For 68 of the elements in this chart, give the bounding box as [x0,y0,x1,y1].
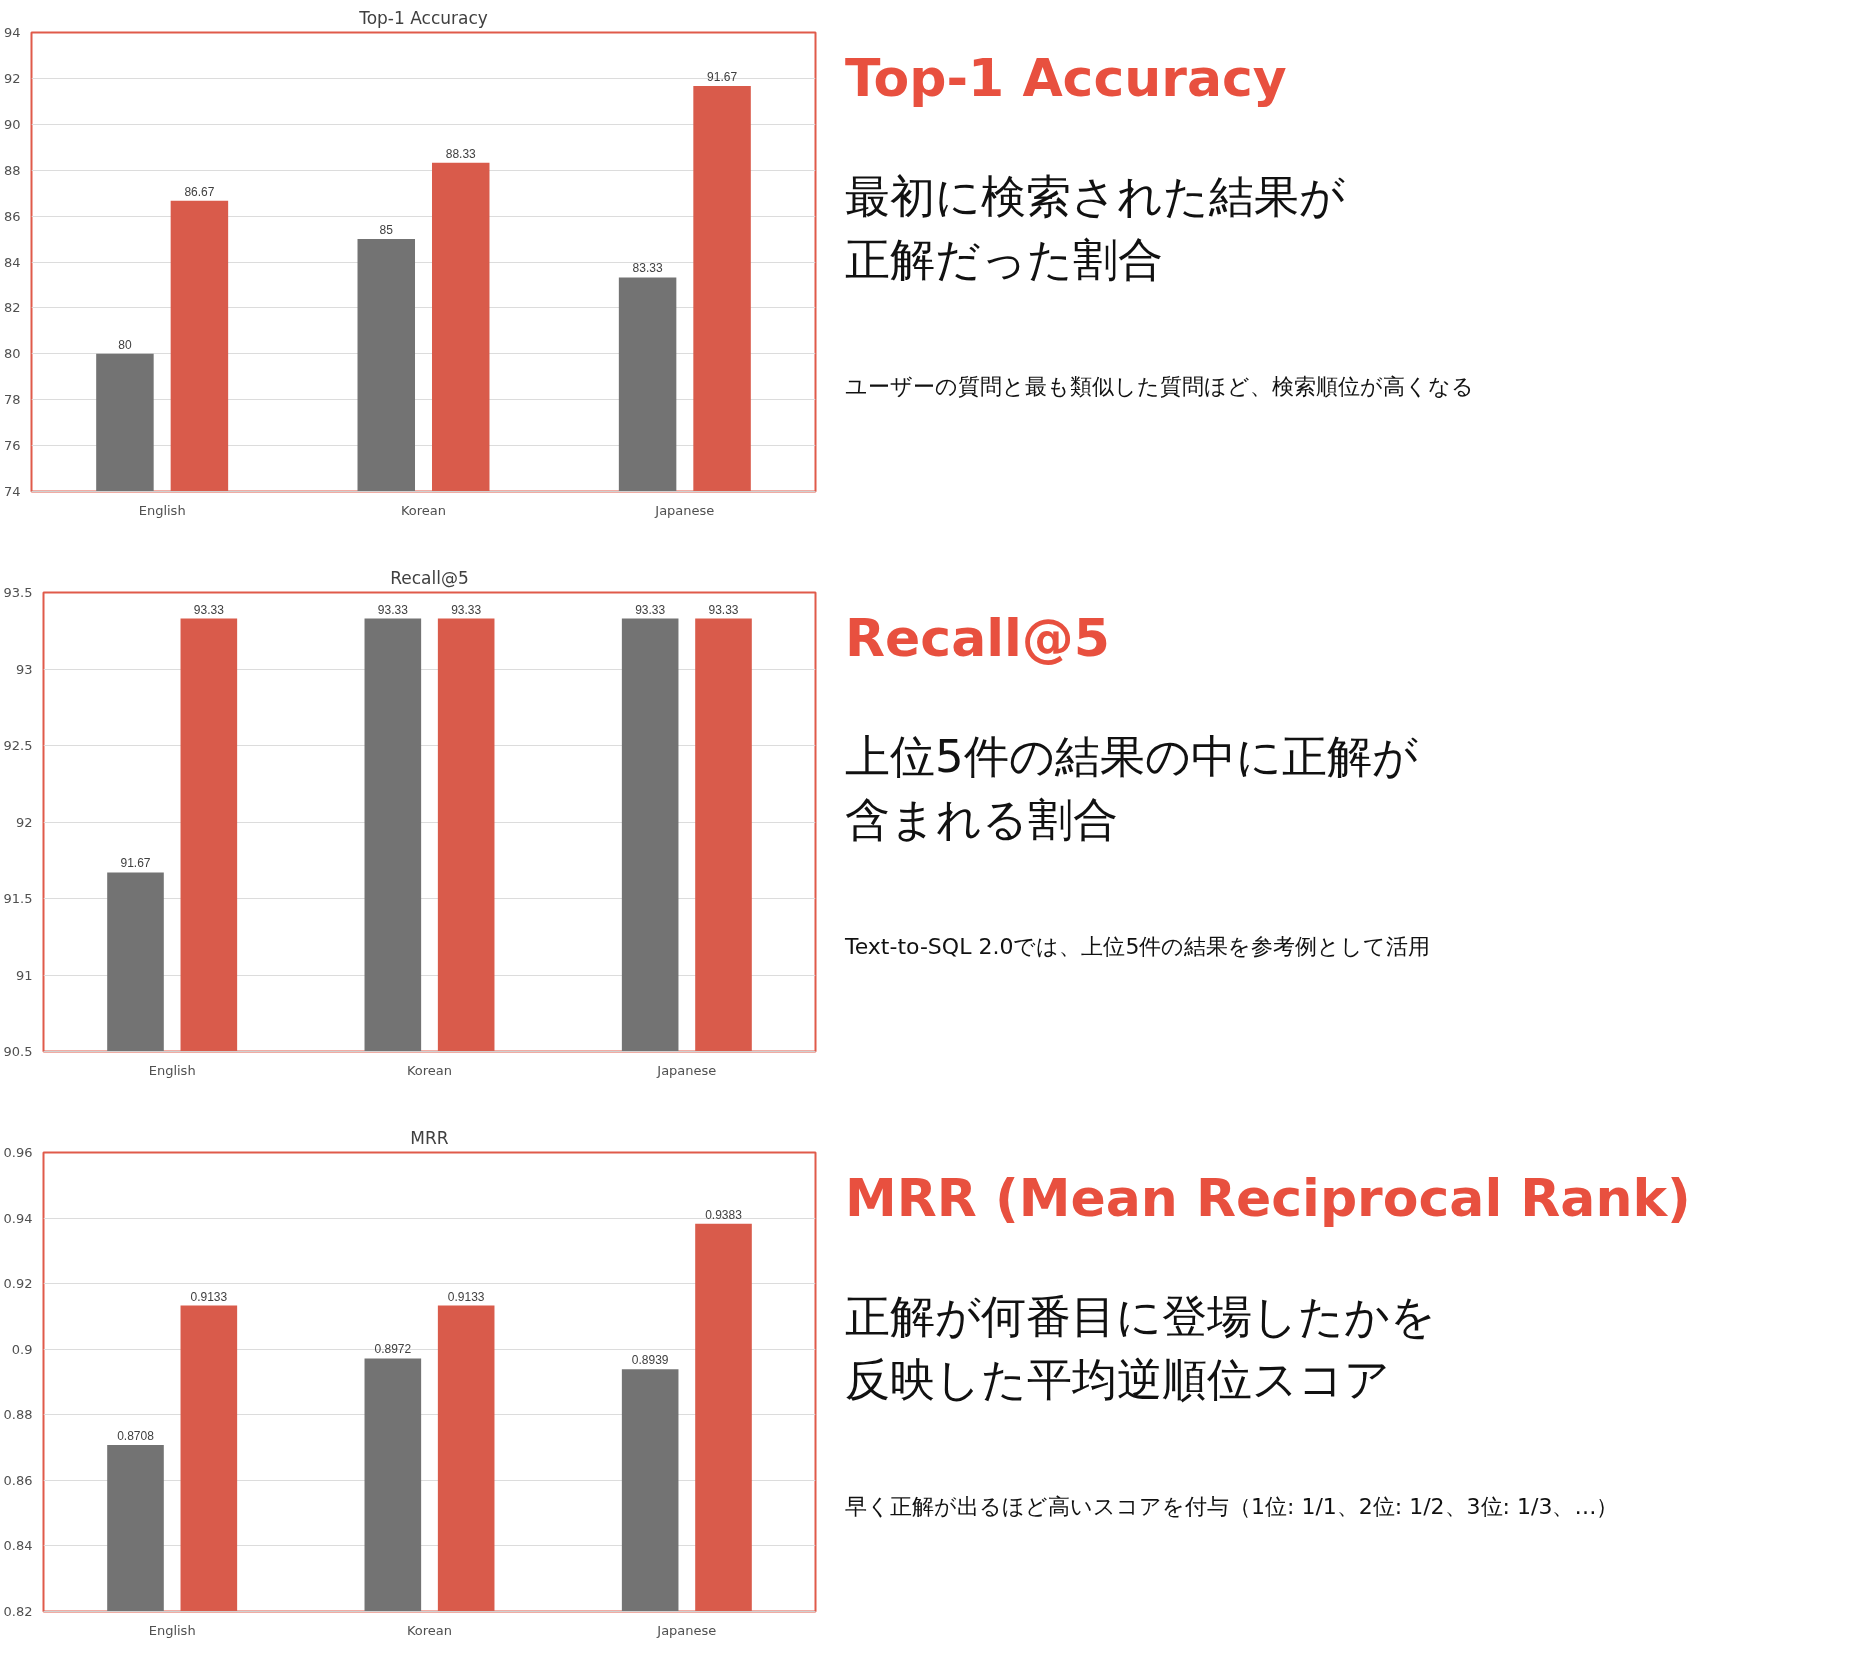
y-tick-label: 92 [15,814,33,830]
text: MRR (Mean Reciprocal Rank) [845,1167,1691,1230]
y-tick-label: 93 [15,661,33,677]
text: 上位5件の結果の中に正解が [845,729,1419,786]
data-label: 85 [379,223,394,238]
y-tick-label: 84 [3,254,21,270]
text: Text-to-SQL 2.0では、上位5件の結果を参考例として活用 [845,933,1431,962]
data-label: 80 [118,337,132,352]
y-tick-label: 88 [3,162,21,178]
data-label: 86.67 [184,184,215,199]
data-label: 0.9133 [447,1289,485,1304]
chart-title: Recall@5 [390,567,469,588]
y-tick-label: 92.5 [3,738,33,753]
y-tick-label: 0.88 [3,1407,33,1423]
y-tick-label: 74 [3,484,21,499]
data-label: 0.8708 [117,1428,155,1443]
text: 反映した平均逆順位スコア [845,1352,1391,1409]
y-tick-label: 80 [3,346,21,362]
chart-title: Top-1 Accuracy [358,7,488,28]
x-tick-label: Japanese [654,502,715,518]
data-label: 93.33 [377,602,409,617]
data-label: 93.33 [708,602,739,617]
data-label: 83.33 [632,261,663,276]
y-tick-label: 91.5 [3,891,33,906]
data-label: 91.67 [707,69,738,84]
text: 最初に検索された結果が [845,169,1346,226]
y-tick-label: 0.84 [3,1538,33,1554]
y-tick-label: 0.94 [3,1210,33,1226]
y-tick-label: 94 [3,25,21,40]
y-tick-label: 76 [3,438,21,454]
data-label: 0.9383 [705,1207,743,1222]
data-label: 0.9133 [190,1289,228,1304]
data-label: 88.33 [445,146,477,161]
y-tick-label: 0.86 [3,1472,33,1488]
data-label: 93.33 [193,602,225,617]
text: 正解だった割合 [845,232,1164,289]
x-tick-label: English [138,502,186,518]
x-tick-label: Korean [400,502,447,518]
text: ユーザーの質問と最も類似した質問ほど、検索順位が高くなる [845,373,1474,402]
y-tick-label: 90 [3,116,21,132]
x-tick-label: English [148,1622,196,1638]
y-tick-label: 90.5 [3,1044,33,1059]
chart-title: MRR [410,1127,449,1148]
y-tick-label: 0.9 [11,1341,33,1357]
y-tick-label: 78 [3,392,21,408]
y-tick-label: 92 [3,70,21,86]
y-tick-label: 91 [15,967,33,983]
text: Recall@5 [845,607,1112,670]
y-tick-label: 0.82 [3,1604,33,1619]
x-tick-label: English [148,1062,196,1078]
data-label: 91.67 [120,856,151,871]
text: Top-1 Accuracy [845,47,1288,110]
x-tick-label: Japanese [656,1622,717,1638]
text: 正解が何番目に登場したかを [845,1289,1437,1346]
y-tick-label: 93.5 [3,585,33,600]
x-tick-label: Korean [406,1062,453,1078]
x-tick-label: Japanese [656,1062,717,1078]
x-tick-label: Korean [406,1622,453,1638]
y-tick-label: 0.92 [3,1276,33,1292]
y-tick-label: 86 [3,208,21,224]
text: 早く正解が出るほど高いスコアを付与（1位: 1/1、2位: 1/2、3位: 1/3、…） [845,1493,1620,1522]
y-tick-label: 82 [3,300,21,316]
data-label: 93.33 [635,602,666,617]
data-label: 93.33 [451,602,482,617]
data-label: 0.8939 [631,1353,669,1368]
text: 含まれる割合 [845,792,1119,849]
data-label: 0.8972 [374,1342,412,1357]
y-tick-label: 0.96 [3,1145,33,1160]
